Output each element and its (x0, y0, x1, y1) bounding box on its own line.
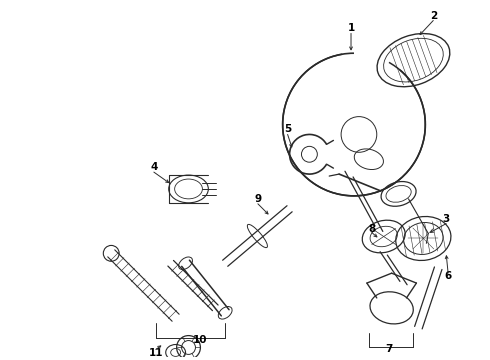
Text: 4: 4 (150, 162, 157, 172)
Text: 11: 11 (148, 348, 163, 359)
Text: 7: 7 (385, 345, 392, 355)
Text: 2: 2 (430, 10, 437, 21)
Text: 6: 6 (444, 271, 452, 281)
Text: 5: 5 (284, 125, 291, 135)
Text: 8: 8 (368, 224, 375, 234)
Text: 3: 3 (442, 214, 450, 224)
Text: 9: 9 (254, 194, 262, 204)
Text: 1: 1 (347, 23, 355, 33)
Text: 10: 10 (193, 334, 208, 345)
